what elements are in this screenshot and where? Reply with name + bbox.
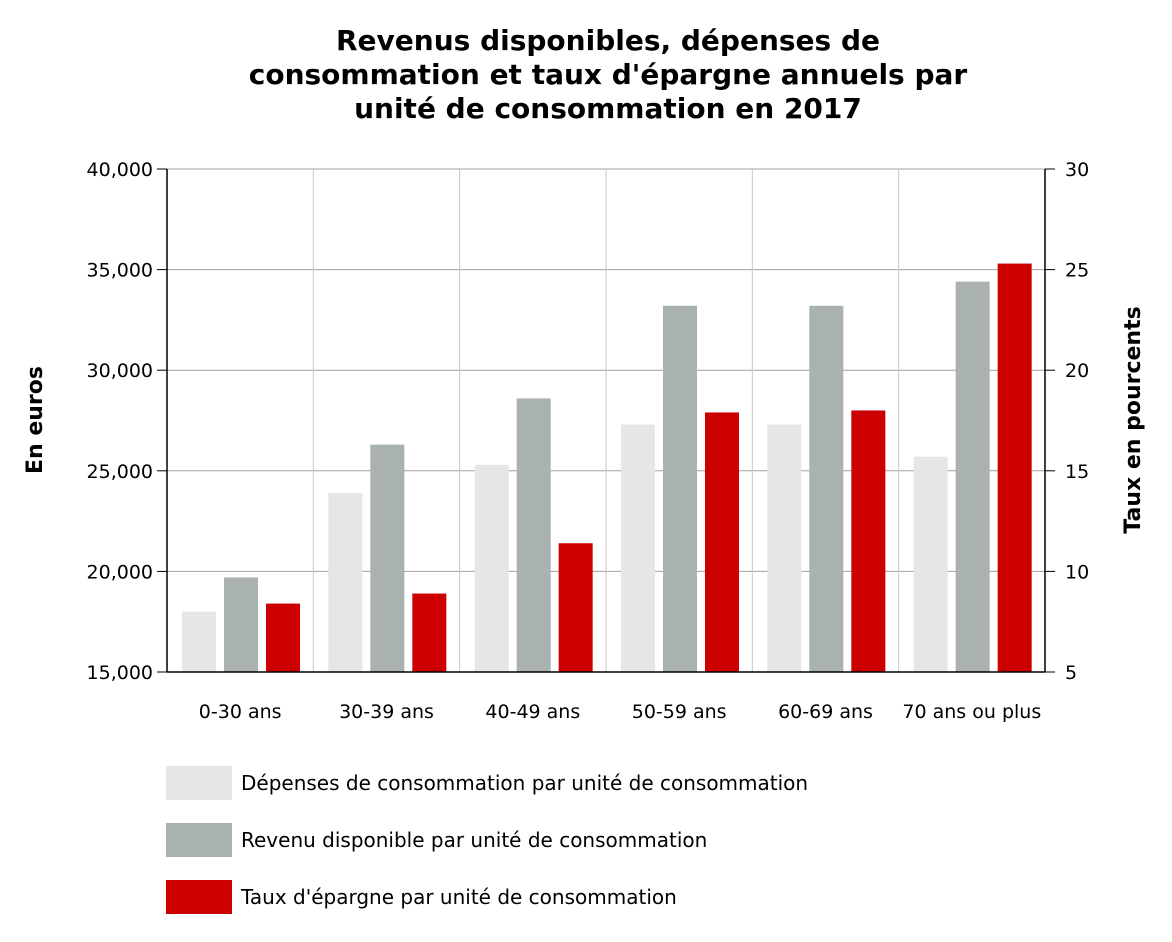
bar bbox=[474, 464, 509, 672]
title-line: Revenus disponibles, dépenses de bbox=[336, 24, 880, 57]
x-tick-label: 60-69 ans bbox=[778, 701, 873, 723]
x-tick-label: 70 ans ou plus bbox=[902, 701, 1041, 723]
axes: 15,000 5 20,000 10 25,000 15 30,000 20 35,000 25 4… bbox=[87, 159, 1090, 723]
y2-tick-label: 20 bbox=[1065, 360, 1089, 382]
x-tick-label: 0-30 ans bbox=[199, 701, 282, 723]
y-tick-label: 20,000 bbox=[87, 561, 153, 583]
bar bbox=[705, 412, 739, 672]
title-line: unité de consommation en 2017 bbox=[354, 92, 862, 125]
bar bbox=[558, 543, 593, 672]
y2-tick-label: 5 bbox=[1065, 662, 1077, 684]
bar bbox=[516, 398, 551, 672]
y-tick-label: 35,000 bbox=[87, 260, 153, 282]
legend-swatch bbox=[166, 823, 232, 857]
x-tick-label: 40-49 ans bbox=[485, 701, 580, 723]
bar bbox=[224, 577, 258, 672]
y-tick-label: 40,000 bbox=[87, 159, 153, 181]
x-tick-label: 50-59 ans bbox=[632, 701, 727, 723]
bar bbox=[809, 305, 844, 672]
bar bbox=[913, 456, 948, 672]
bar bbox=[767, 424, 802, 672]
y2-tick-label: 30 bbox=[1065, 159, 1089, 181]
y2-tick-label: 15 bbox=[1065, 461, 1089, 483]
bar bbox=[663, 305, 697, 672]
x-tick-label: 30-39 ans bbox=[339, 701, 434, 723]
y2-tick-label: 25 bbox=[1065, 260, 1089, 282]
legend-label: Dépenses de consommation par unité de co… bbox=[241, 771, 808, 795]
gridlines bbox=[167, 168, 1045, 672]
y-axis-label: En euros bbox=[23, 366, 48, 474]
title-line: consommation et taux d'épargne annuels p… bbox=[249, 58, 968, 91]
chart-title: Revenus disponibles, dépenses de consomm… bbox=[249, 24, 968, 125]
bar bbox=[955, 281, 990, 672]
y2-tick-label: 10 bbox=[1065, 561, 1089, 583]
bar bbox=[621, 424, 655, 672]
y-tick-label: 15,000 bbox=[87, 662, 153, 684]
legend: Dépenses de consommation par unité de co… bbox=[166, 766, 808, 914]
legend-swatch bbox=[166, 766, 232, 800]
bar bbox=[182, 611, 216, 672]
bars bbox=[182, 263, 1032, 672]
legend-label: Revenu disponible par unité de consommat… bbox=[241, 828, 707, 852]
bar bbox=[370, 444, 405, 672]
y-tick-label: 25,000 bbox=[87, 461, 153, 483]
bar bbox=[266, 603, 300, 672]
legend-swatch bbox=[166, 880, 232, 914]
y2-axis-label: Taux en pourcents bbox=[1121, 306, 1146, 533]
bar bbox=[997, 263, 1032, 672]
bar bbox=[412, 593, 447, 672]
bar bbox=[851, 410, 886, 672]
y-tick-label: 30,000 bbox=[87, 360, 153, 382]
legend-label: Taux d'épargne par unité de consommation bbox=[240, 885, 677, 909]
bar bbox=[328, 492, 363, 672]
